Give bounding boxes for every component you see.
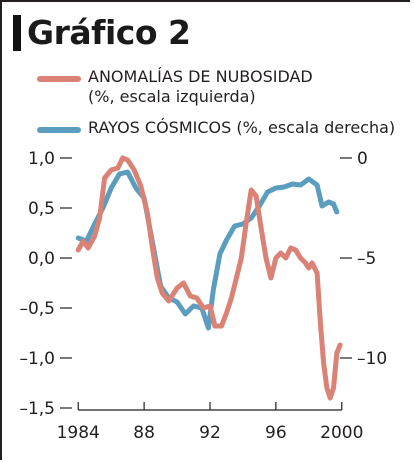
x-tick-label: 92	[199, 423, 221, 443]
frame-left-border	[0, 0, 2, 460]
legend-label-clouds: ANOMALÍAS DE NUBOSIDAD	[88, 67, 313, 86]
x-tick-label: 96	[265, 423, 287, 443]
y-right-tick-label: –5	[357, 249, 376, 269]
y-left-tick-label: 0,0	[28, 249, 55, 269]
x-tick-label: 1984	[57, 423, 100, 443]
legend-swatch-clouds	[37, 76, 81, 82]
frame-top-border	[0, 0, 410, 2]
y-left-tick-label: 1,0	[28, 149, 55, 169]
legend-text-clouds: ANOMALÍAS DE NUBOSIDAD (%, escala izquie…	[88, 67, 313, 107]
title-accent-bar	[13, 15, 21, 51]
legend-text-cosmic: RAYOS CÓSMICOS (%, escala derecha)	[88, 118, 395, 138]
y-left-tick-label: –0,5	[19, 299, 55, 319]
y-right-tick-label: 0	[357, 149, 368, 169]
legend-item-cosmic: RAYOS CÓSMICOS (%, escala derecha)	[37, 118, 395, 138]
legend-swatch-cosmic	[37, 127, 81, 133]
chart-title: Gráfico 2	[27, 13, 191, 52]
x-tick-label: 88	[133, 423, 155, 443]
series-line-clouds	[75, 155, 343, 401]
series-line-cosmic	[75, 169, 340, 331]
legend-label-cosmic: RAYOS CÓSMICOS (%, escala derecha)	[88, 118, 396, 137]
legend-sublabel-clouds: (%, escala izquierda)	[88, 87, 256, 106]
y-left-tick-label: –1,0	[19, 349, 55, 369]
y-left-tick-label: –1,5	[19, 399, 55, 419]
x-tick-label: 2000	[320, 423, 363, 443]
legend-item-clouds: ANOMALÍAS DE NUBOSIDAD (%, escala izquie…	[37, 67, 313, 107]
y-right-tick-label: –10	[357, 349, 387, 369]
y-left-tick-label: 0,5	[28, 199, 55, 219]
